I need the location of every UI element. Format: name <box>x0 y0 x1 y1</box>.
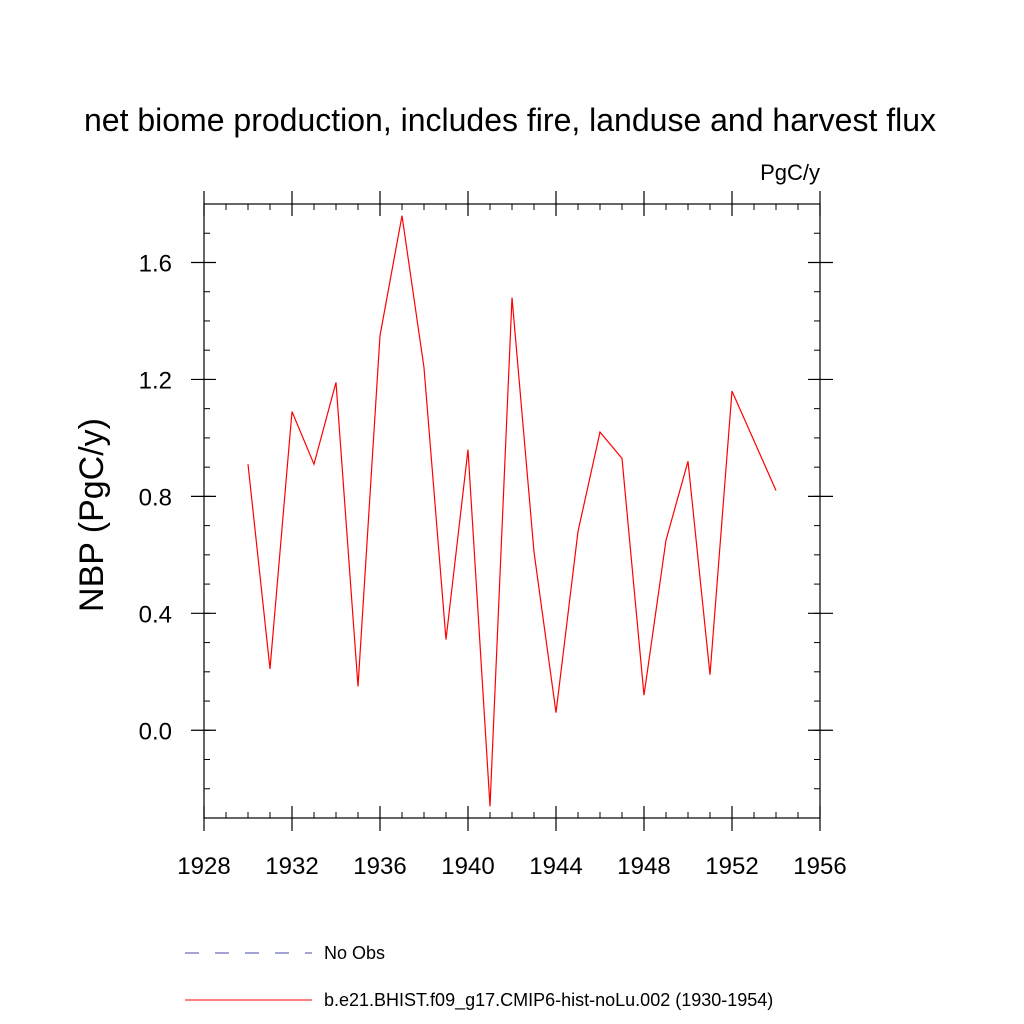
y-tick-label: 0.8 <box>139 484 172 511</box>
x-tick-label: 1940 <box>441 853 494 880</box>
units-label: PgC/y <box>760 160 820 185</box>
major-ticks <box>191 191 833 831</box>
plot-frame <box>203 203 821 819</box>
x-tick-label: 1936 <box>353 853 406 880</box>
x-tick-label: 1944 <box>529 853 582 880</box>
y-tick-labels: 0.0 0.4 0.8 1.2 1.6 <box>139 250 172 745</box>
x-tick-labels: 1928 1932 1936 1940 1944 1948 1952 1956 <box>177 853 846 880</box>
x-tick-label: 1932 <box>265 853 318 880</box>
y-tick-label: 0.4 <box>139 601 172 628</box>
legend-label-no-obs: No Obs <box>324 943 385 963</box>
y-tick-label: 1.2 <box>139 367 172 394</box>
legend: No Obs b.e21.BHIST.f09_g17.CMIP6-hist-no… <box>185 943 773 1011</box>
minor-ticks <box>203 203 821 819</box>
x-tick-label: 1956 <box>793 853 846 880</box>
x-tick-label: 1948 <box>617 853 670 880</box>
series-layer <box>247 215 777 807</box>
x-tick-label: 1952 <box>705 853 758 880</box>
y-tick-label: 0.0 <box>139 718 172 745</box>
y-tick-label: 1.6 <box>139 250 172 277</box>
chart-title: net biome production, includes fire, lan… <box>84 102 936 138</box>
series-line <box>247 215 777 807</box>
x-tick-label: 1928 <box>177 853 230 880</box>
legend-label-series: b.e21.BHIST.f09_g17.CMIP6-hist-noLu.002 … <box>324 990 773 1011</box>
y-axis-title: NBP (PgC/y) <box>73 418 111 612</box>
